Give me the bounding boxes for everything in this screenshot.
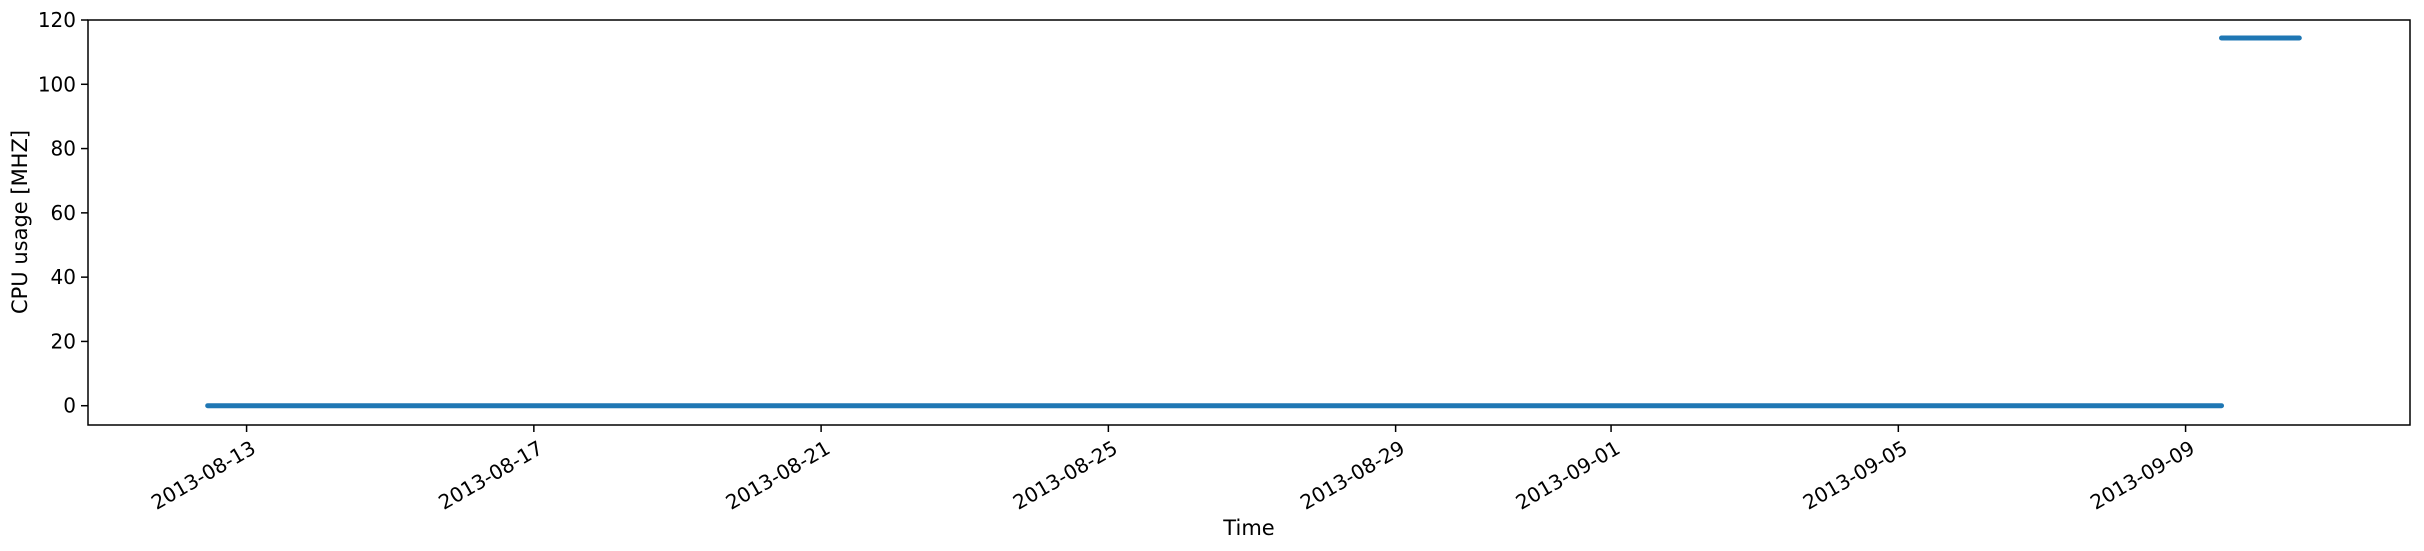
y-axis: 0 20 40 60 80 100 120 <box>38 8 88 418</box>
y-tick-label: 60 <box>51 201 76 225</box>
x-tick-label: 2013-08-29 <box>1296 436 1409 515</box>
y-tick-label: 120 <box>38 8 76 32</box>
plot-area <box>88 20 2410 425</box>
x-axis-label: Time <box>1222 516 1274 540</box>
series-layer <box>205 35 2302 409</box>
x-tick-label: 2013-08-13 <box>147 436 260 515</box>
y-tick-label: 40 <box>51 265 76 289</box>
x-tick-label: 2013-08-17 <box>434 436 547 515</box>
x-tick-label: 2013-09-01 <box>1512 436 1625 515</box>
y-tick-label: 100 <box>38 72 76 96</box>
y-tick-label: 0 <box>63 394 76 418</box>
plot-frame <box>87 19 2411 426</box>
x-tick-label: 2013-09-05 <box>1799 436 1912 515</box>
y-tick-label: 20 <box>51 329 76 353</box>
y-tick-label: 80 <box>51 137 76 161</box>
y-axis-label: CPU usage [MHZ] <box>8 130 32 314</box>
x-tick-label: 2013-09-09 <box>2086 436 2199 515</box>
x-tick-label: 2013-08-21 <box>722 436 835 515</box>
x-axis: 2013-08-13 2013-08-17 2013-08-21 2013-08-25… <box>147 425 2199 515</box>
x-tick-label: 2013-08-25 <box>1009 436 1122 515</box>
